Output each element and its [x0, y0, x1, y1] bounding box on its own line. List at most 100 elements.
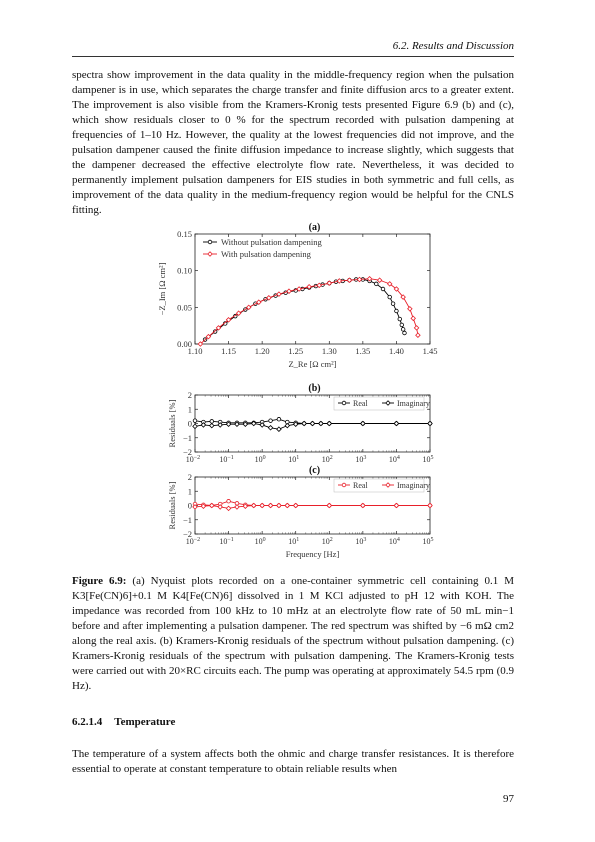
legend-entry: Without pulsation dampening: [221, 237, 322, 247]
y-tick-label: 0: [188, 419, 192, 429]
data-point: [386, 281, 393, 287]
x-tick-label: 1.10: [188, 346, 203, 356]
x-axis-label: Frequency [Hz]: [286, 549, 340, 559]
data-point: [427, 420, 433, 427]
data-point: [286, 288, 292, 294]
data-point: [192, 423, 198, 430]
x-tick-label: 102: [322, 455, 333, 464]
data-point: [250, 420, 257, 427]
plot-frame-0: [194, 233, 431, 345]
figure-6-9: (a) 1.10 1.15 1.20 1.25 1.30 1.35 1.40 1.45 0.00 0…: [150, 222, 445, 567]
data-point: [267, 502, 274, 509]
data-point: [209, 502, 215, 509]
y-axis-label: −Z_Im [Ω cm²]: [157, 262, 167, 315]
data-point: [415, 332, 421, 338]
x-tick-label: 1.35: [355, 346, 370, 356]
series-line-0: [204, 279, 405, 340]
legend-entry: Imaginary: [397, 481, 430, 490]
legend-entry: Real: [353, 399, 368, 408]
legend-box: [333, 478, 425, 493]
data-point: [366, 275, 373, 282]
data-point: [192, 504, 198, 510]
legend-entry: With pulsation dampening: [221, 249, 312, 259]
legend-marker: [385, 482, 391, 488]
caption-label: Figure 6.9:: [72, 575, 127, 587]
data-point: [217, 504, 223, 510]
panel-label: (b): [308, 383, 320, 394]
data-point: [393, 286, 400, 292]
data-point: [284, 502, 291, 509]
x-tick-label: 1.45: [423, 346, 438, 356]
data-point: [427, 502, 433, 509]
figure-svg: (a) 1.10 1.15 1.20 1.25 1.30 1.35 1.40 1.45 0.00 0…: [157, 222, 438, 559]
data-point: [267, 425, 274, 431]
y-tick-label: 0.15: [177, 229, 192, 239]
data-point: [407, 306, 413, 312]
data-point: [245, 304, 252, 311]
x-tick-label: 1.20: [255, 346, 270, 356]
y-tick-label: 0: [188, 501, 192, 511]
x-tick-label: 10−2: [186, 455, 200, 464]
data-point: [242, 421, 249, 427]
y-tick-label: −2: [183, 529, 192, 539]
data-point: [225, 505, 232, 512]
y-tick-label: 0.10: [177, 266, 192, 276]
data-point: [209, 422, 215, 429]
data-point: [306, 284, 312, 290]
legend-box: [333, 396, 425, 411]
legend-entry: Imaginary: [397, 399, 430, 408]
data-point: [217, 422, 223, 428]
data-point: [200, 503, 207, 509]
data-point: [326, 280, 333, 286]
data-point: [374, 281, 379, 287]
x-tick-label: 1.15: [221, 346, 236, 356]
data-point: [380, 286, 386, 292]
x-tick-label: 100: [255, 537, 266, 546]
data-point: [292, 502, 299, 509]
legend-entry: Real: [353, 481, 368, 490]
section-number: 6.2.1.4: [72, 716, 103, 728]
data-point: [212, 329, 218, 334]
y-tick-label: 1: [188, 486, 192, 496]
legend-marker: [341, 482, 347, 488]
data-point: [309, 420, 316, 427]
y-tick-label: 2: [188, 390, 192, 400]
legend-marker: [207, 251, 213, 257]
data-point: [296, 286, 302, 292]
data-point: [400, 327, 406, 332]
data-point: [301, 420, 307, 427]
section-title: Temperature: [114, 716, 176, 728]
data-point: [390, 301, 396, 306]
data-point: [234, 504, 240, 510]
data-point: [399, 322, 404, 328]
data-point: [326, 502, 333, 509]
data-point: [234, 421, 240, 427]
y-tick-label: −1: [183, 515, 192, 525]
x-tick-label: 102: [322, 537, 333, 546]
data-point: [400, 294, 406, 300]
data-point: [209, 419, 214, 424]
data-point: [326, 420, 333, 427]
data-point: [356, 276, 363, 283]
x-tick-label: 1.30: [322, 346, 337, 356]
y-tick-label: 0.05: [177, 302, 192, 312]
header-rule: [72, 56, 514, 57]
data-point: [276, 417, 282, 422]
section-heading: 6.2.1.4 Temperature: [72, 716, 175, 728]
x-tick-label: 104: [389, 537, 400, 546]
data-point: [205, 333, 212, 340]
data-point: [413, 325, 420, 331]
data-point: [284, 422, 291, 429]
data-point: [259, 502, 265, 509]
data-point: [316, 282, 322, 289]
y-tick-label: −2: [183, 447, 192, 457]
data-point: [276, 291, 282, 297]
data-point: [393, 502, 400, 509]
data-point: [259, 422, 265, 428]
caption-text: (a) Nyquist plots recorded on a one-cont…: [72, 575, 515, 692]
legend-marker: [341, 400, 347, 406]
data-point: [292, 421, 299, 427]
data-point: [266, 295, 272, 301]
running-header: 6.2. Results and Discussion: [392, 40, 514, 52]
data-point: [268, 418, 273, 423]
